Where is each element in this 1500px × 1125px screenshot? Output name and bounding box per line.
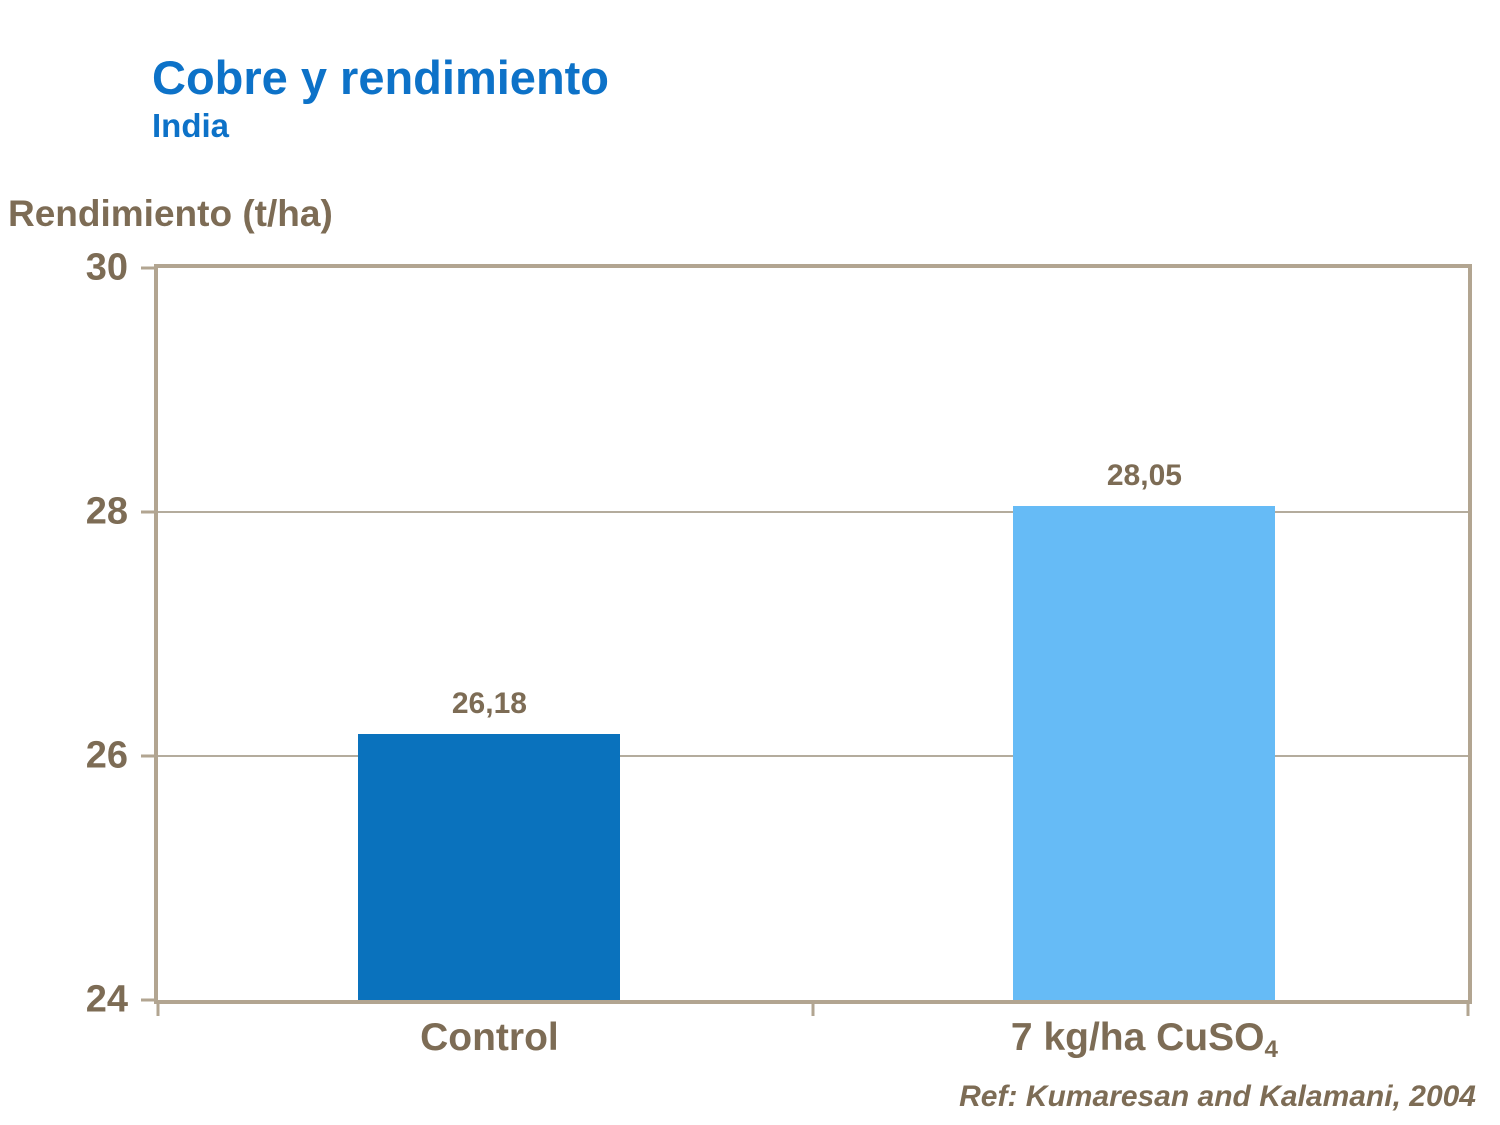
chart-header: Cobre y rendimiento India (152, 52, 609, 144)
gridline-26 (158, 755, 1468, 757)
x-category-label-cuso4: 7 kg/ha CuSO4 (1011, 1016, 1278, 1064)
plot-area: 30 28 26 24 26,18 28,05 Control 7 kg/ha … (86, 247, 1472, 1063)
chart-subtitle: India (152, 106, 230, 144)
y-axis-line (154, 264, 158, 1004)
bar-value-label-cuso4: 28,05 (1106, 458, 1182, 492)
bar-group-cuso4: 28,05 (1013, 268, 1276, 1000)
x-tickmark-right (1466, 1004, 1470, 1016)
bar-cuso4 (1013, 505, 1276, 1000)
y-tickmark-28 (141, 510, 154, 514)
x-category-label-control: Control (420, 1016, 559, 1059)
x-category-label-cuso4-subscript: 4 (1264, 1035, 1278, 1063)
reference-note: Ref: Kumaresan and Kalamani, 2004 (959, 1080, 1476, 1113)
bar-group-control: 26,18 (358, 268, 621, 1000)
x-tickmark-left (156, 1004, 160, 1016)
y-tickmark-24 (141, 998, 154, 1002)
x-category-label-cuso4-main: 7 kg/ha CuSO (1010, 1016, 1265, 1059)
bar-control (358, 734, 621, 1000)
y-tick-label-28: 28 (85, 490, 128, 533)
bar-value-label-control: 26,18 (451, 687, 527, 721)
y-tick-label-30: 30 (85, 246, 128, 289)
y-tickmark-30 (141, 266, 154, 270)
chart-title: Cobre y rendimiento (152, 51, 610, 104)
y-tick-label-24: 24 (85, 978, 128, 1021)
gridline-28 (158, 510, 1468, 513)
x-axis-line (154, 1000, 1472, 1004)
y-tick-label-26: 26 (85, 734, 128, 777)
y-axis-title: Rendimiento (t/ha) (8, 193, 333, 234)
x-tickmark-middle (811, 1004, 815, 1016)
y-tickmark-26 (141, 754, 154, 758)
plot-border-top (154, 264, 1472, 268)
plot-border-right (1468, 264, 1472, 1004)
